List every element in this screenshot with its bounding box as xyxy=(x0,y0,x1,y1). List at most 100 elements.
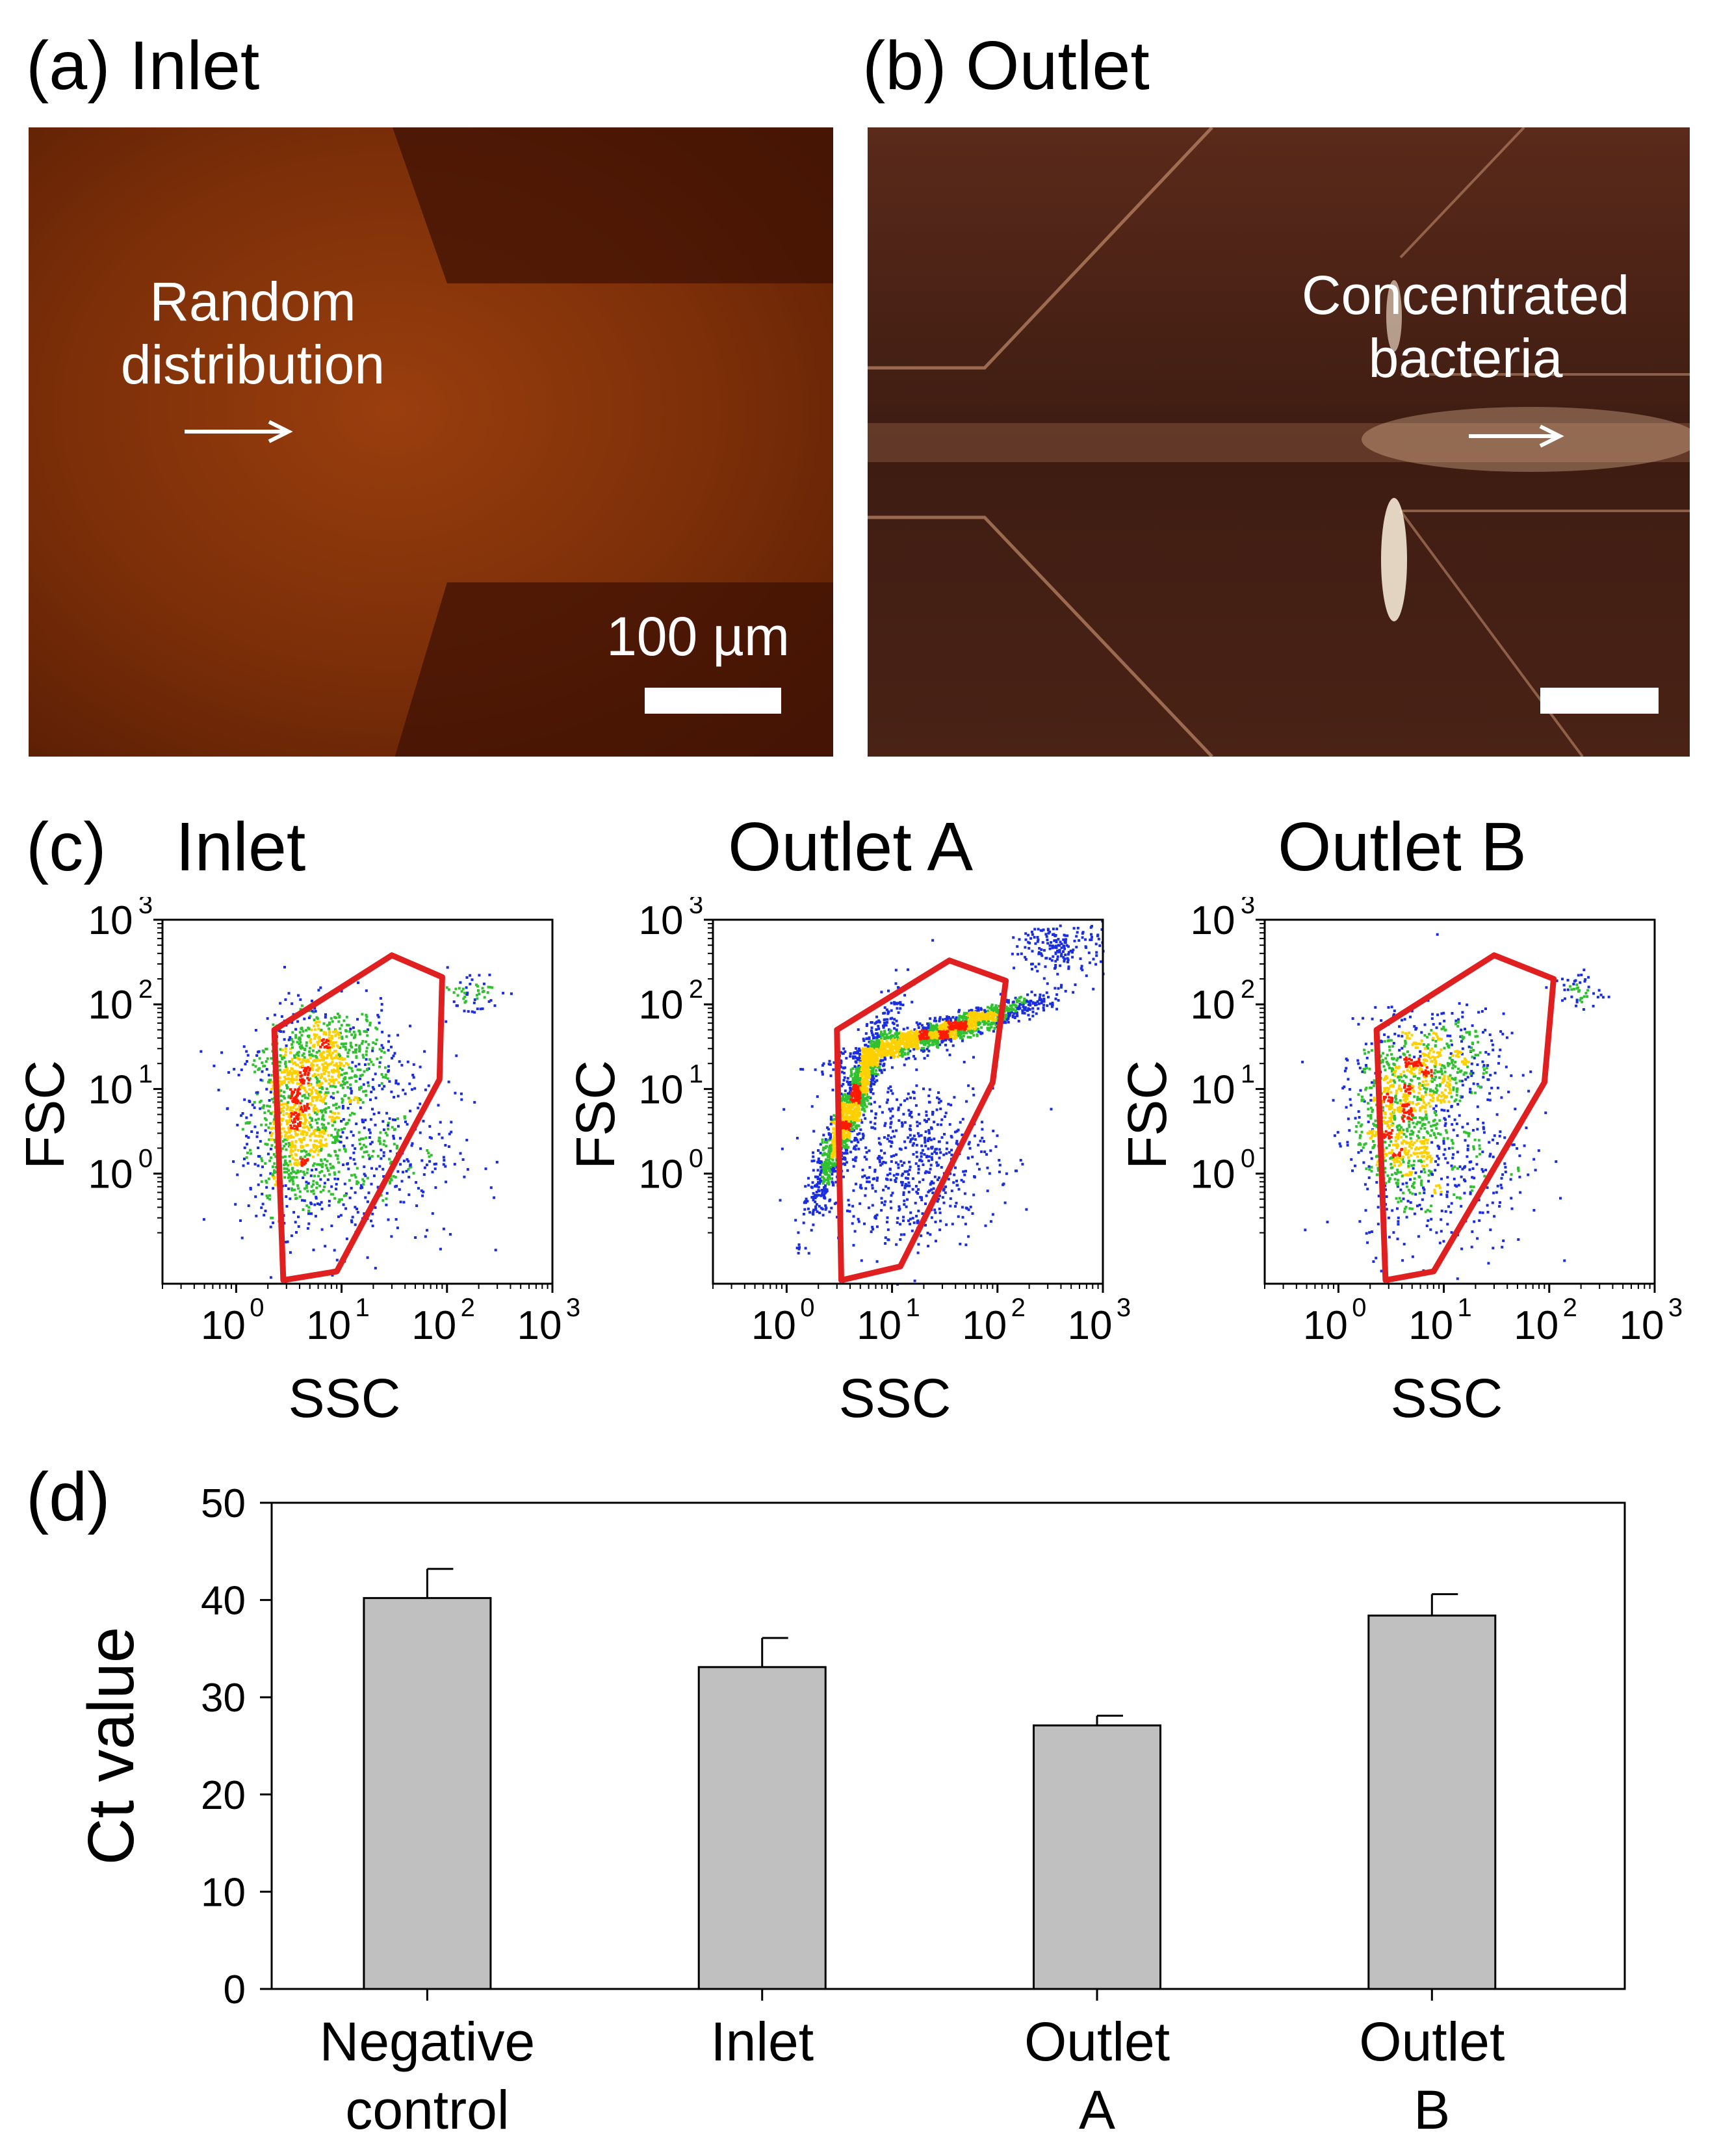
fc-event-dot xyxy=(1045,991,1048,994)
fc-event-dot xyxy=(840,1099,843,1102)
fc-event-dot xyxy=(989,1026,991,1030)
fc-event-dot xyxy=(294,1128,297,1131)
fc-event-dot xyxy=(285,1112,288,1115)
fc-event-dot xyxy=(283,1163,287,1165)
fc-event-dot xyxy=(828,1160,831,1163)
fc-event-dot xyxy=(964,1022,967,1026)
fc-event-dot xyxy=(821,1191,824,1195)
fc-event-dot xyxy=(283,1130,287,1134)
fc-event-dot xyxy=(294,1100,297,1103)
fc-event-dot xyxy=(297,1087,300,1091)
fc-event-dot xyxy=(320,1228,324,1231)
fc-event-dot xyxy=(330,1166,333,1169)
fc-event-dot xyxy=(287,1038,291,1041)
fc-event-dot xyxy=(465,993,469,996)
fc-event-dot xyxy=(863,1070,866,1073)
fc-event-dot xyxy=(294,1036,298,1039)
fc-event-dot xyxy=(972,1024,975,1028)
fc-event-dot xyxy=(320,1145,323,1148)
fc-event-dot xyxy=(1072,991,1075,994)
fc-event-dot xyxy=(269,1131,272,1134)
fc-event-dot xyxy=(246,1054,250,1057)
fc-event-dot xyxy=(855,1081,858,1084)
fc-event-dot xyxy=(296,1158,299,1162)
fc-event-dot xyxy=(866,1089,870,1093)
fc-event-dot xyxy=(340,1073,343,1076)
fc-event-dot xyxy=(855,1078,858,1081)
fc-event-dot xyxy=(367,1028,369,1032)
fc-event-dot xyxy=(860,1108,864,1111)
fc-event-dot xyxy=(988,1028,991,1032)
fc-event-dot xyxy=(795,1247,799,1250)
fc-event-dot xyxy=(912,1048,916,1051)
fc-event-dot xyxy=(478,974,481,977)
fc-event-dot xyxy=(999,993,1002,996)
fc-event-dot xyxy=(364,1174,367,1177)
fc-event-dot xyxy=(409,1165,413,1169)
fc-event-dot xyxy=(332,1085,335,1088)
fc-event-dot xyxy=(240,1236,244,1240)
fc-event-dot xyxy=(253,1106,256,1110)
fc-event-dot xyxy=(1011,1015,1015,1019)
fc-event-dot xyxy=(352,1158,355,1161)
fc-event-dot xyxy=(906,1032,909,1035)
fc-event-dot xyxy=(317,1027,320,1030)
fc-event-dot xyxy=(971,1017,974,1020)
fc-event-dot xyxy=(894,982,898,985)
fc-event-dot xyxy=(883,1037,886,1041)
fc-event-dot xyxy=(475,994,478,997)
fc-event-dot xyxy=(419,1147,422,1150)
fc-event-dot xyxy=(329,1110,332,1113)
fc-event-dot xyxy=(260,1157,263,1160)
fc-event-dot xyxy=(463,1009,466,1013)
fc-event-dot xyxy=(820,1171,822,1174)
fc-event-dot xyxy=(361,1073,364,1076)
fc-event-dot xyxy=(826,1182,829,1185)
fc-event-dot xyxy=(825,1190,828,1193)
fc-event-dot xyxy=(324,1041,328,1044)
fc-event-dot xyxy=(1018,996,1021,1000)
fc-event-dot xyxy=(273,1162,276,1165)
fc-event-dot xyxy=(843,1141,846,1144)
fc-event-dot xyxy=(281,1048,284,1052)
fc-event-dot xyxy=(359,1085,363,1089)
fc-event-dot xyxy=(333,1150,337,1153)
fc-event-dot xyxy=(897,1002,900,1005)
fc-event-dot xyxy=(857,1124,860,1127)
fc-event-dot xyxy=(380,1082,383,1085)
panel-a-label: (a) Inlet xyxy=(26,31,259,100)
fc-event-dot xyxy=(819,1179,822,1182)
fc-event-dot xyxy=(831,1141,834,1145)
fc-event-dot xyxy=(321,1109,324,1112)
fc-event-dot xyxy=(315,1168,318,1171)
fc-event-dot xyxy=(331,1058,334,1061)
fc-event-dot xyxy=(824,1184,827,1188)
fc-event-dot xyxy=(992,1011,996,1014)
fc-event-dot xyxy=(292,1171,296,1173)
inlet-annotation-line1: Random xyxy=(149,271,356,332)
fc-event-dot xyxy=(409,1163,412,1167)
fc-event-dot xyxy=(311,1069,314,1071)
fc-event-dot xyxy=(979,1018,982,1021)
fc-event-dot xyxy=(1014,996,1017,1000)
fc-event-dot xyxy=(814,1068,817,1071)
fc-event-dot xyxy=(472,1001,476,1004)
fc-event-dot xyxy=(963,1011,966,1015)
fc-event-dot xyxy=(374,1072,377,1076)
fc-event-dot xyxy=(883,1032,886,1035)
fc-event-dot xyxy=(327,1048,330,1052)
fc-event-dot xyxy=(294,1158,297,1162)
fc-event-dot xyxy=(304,1059,307,1062)
fc-event-dot xyxy=(285,1143,287,1146)
fc-event-dot xyxy=(865,1067,868,1071)
fc-event-dot xyxy=(299,1117,302,1120)
fc-event-dot xyxy=(868,1071,870,1074)
fc-event-dot xyxy=(990,1005,993,1008)
fc-event-dot xyxy=(842,1117,846,1120)
fc-event-dot xyxy=(290,1154,293,1156)
fc-event-dot xyxy=(330,1095,333,1098)
fc-event-dot xyxy=(272,1187,275,1190)
fc-event-dot xyxy=(459,1152,462,1155)
fc-event-dot xyxy=(361,1054,365,1057)
fc-event-dot xyxy=(381,1076,385,1078)
